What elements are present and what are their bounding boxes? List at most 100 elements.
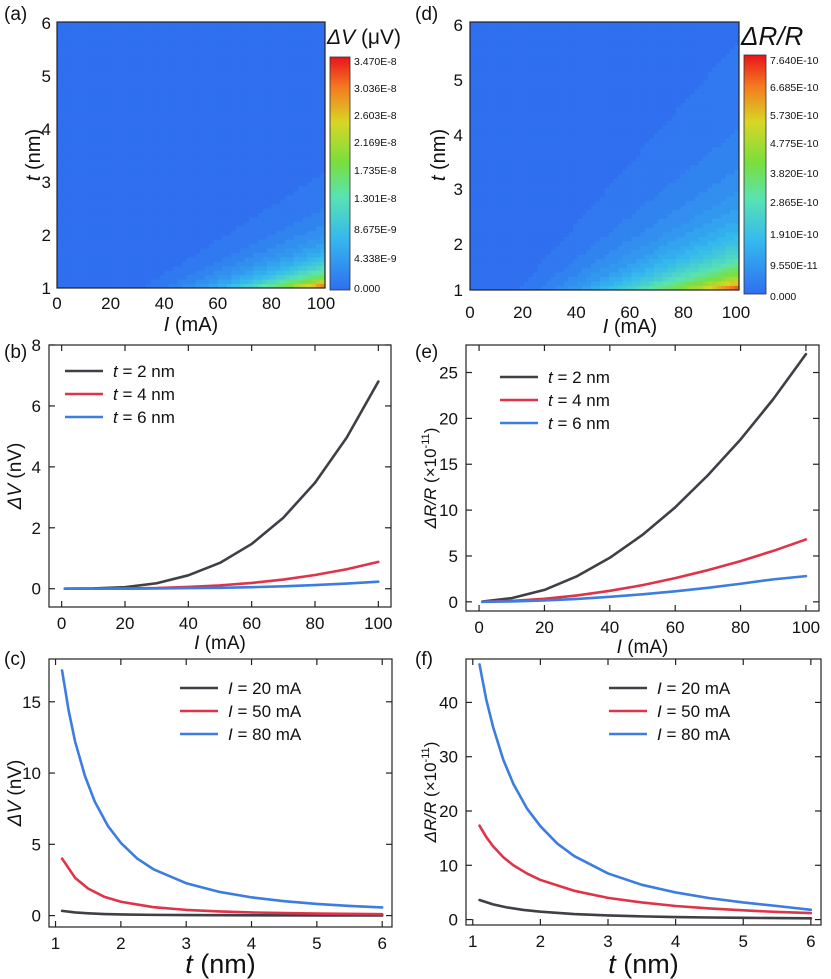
heatmap-cell <box>177 101 183 107</box>
heatmap-cell <box>61 283 67 289</box>
heatmap-cell <box>514 258 520 264</box>
heatmap-cell <box>235 177 241 182</box>
heatmap-cell <box>519 71 525 76</box>
heatmap-cell <box>514 97 520 103</box>
heatmap-cell <box>262 243 268 249</box>
heatmap-cell <box>550 138 556 143</box>
heatmap-cell <box>74 48 80 54</box>
heatmap-cell <box>164 212 170 218</box>
heatmap-cell <box>195 283 201 289</box>
heatmap-cell <box>487 191 493 197</box>
heatmap-cell <box>470 236 475 242</box>
heatmap-cell <box>217 261 223 267</box>
heatmap-cell <box>57 137 62 143</box>
heatmap-cell <box>141 274 147 280</box>
heatmap-cell <box>501 84 507 90</box>
heatmap-cell <box>478 80 484 85</box>
heatmap-cell <box>146 75 152 81</box>
heatmap-cell <box>555 111 561 117</box>
heatmap-cell <box>496 120 502 126</box>
heatmap-cell <box>541 84 547 90</box>
heatmap-cell <box>528 133 534 139</box>
heatmap-cell <box>97 155 103 160</box>
heatmap-cell <box>124 123 129 129</box>
heatmap-cell <box>173 239 178 245</box>
heatmap-cell <box>199 61 205 67</box>
heatmap-cell <box>253 110 259 116</box>
heatmap-cell <box>262 75 268 81</box>
heatmap-cell <box>92 92 98 98</box>
heatmap-cell <box>316 248 321 253</box>
heatmap-cell <box>470 133 475 139</box>
heatmap-cell <box>501 218 507 224</box>
heatmap-cell <box>204 22 210 27</box>
heatmap-cell <box>470 263 475 269</box>
heatmap-cell <box>311 181 317 187</box>
heatmap-cell <box>523 187 529 193</box>
heatmap-cell <box>298 123 304 129</box>
heatmap-cell <box>146 203 152 209</box>
heatmap-cell <box>235 194 241 200</box>
heatmap-cell <box>132 234 138 240</box>
heatmap-cell <box>307 203 312 209</box>
heatmap-cell <box>79 123 85 129</box>
heatmap-cell <box>505 245 511 251</box>
heatmap-cell <box>249 172 254 178</box>
heatmap-cell <box>191 274 196 280</box>
heatmap-cell <box>284 141 290 147</box>
heatmap-cell <box>505 93 511 99</box>
heatmap-cell <box>271 53 277 58</box>
heatmap-cell <box>275 79 281 85</box>
heatmap-cell <box>568 218 574 224</box>
heatmap-cell <box>101 119 107 125</box>
heatmap-cell <box>537 151 543 157</box>
heatmap-cell <box>57 194 62 200</box>
heatmap-cell <box>307 155 312 160</box>
heatmap-cell <box>240 217 245 222</box>
heatmap-cell <box>128 208 134 214</box>
heatmap-cell <box>528 22 534 27</box>
heatmap-cell <box>70 35 76 41</box>
heatmap-cell <box>307 172 312 178</box>
heatmap-cell <box>235 88 241 94</box>
heatmap-cell <box>307 110 312 116</box>
heatmap-cell <box>555 124 561 130</box>
heatmap-cell <box>159 22 165 27</box>
heatmap-cell <box>510 191 516 197</box>
heatmap-cell <box>115 132 120 138</box>
heatmap-cell <box>559 285 565 291</box>
heatmap-cell <box>70 194 76 200</box>
heatmap-cell <box>528 53 534 59</box>
heatmap-cell <box>168 137 174 143</box>
heatmap-cell <box>195 132 201 138</box>
heatmap-cell <box>146 48 152 54</box>
heatmap-cell <box>186 26 192 32</box>
heatmap-cell <box>307 66 312 72</box>
heatmap-cell <box>110 30 116 36</box>
heatmap-cell <box>316 110 321 116</box>
heatmap-cell <box>280 252 286 258</box>
heatmap-cell <box>213 225 219 231</box>
heatmap-cell <box>115 106 120 112</box>
heatmap-cell <box>487 223 493 228</box>
heatmap-cell <box>231 123 237 129</box>
heatmap-cell <box>164 119 170 125</box>
heatmap-cell <box>483 53 489 59</box>
heatmap-cell <box>150 150 156 156</box>
heatmap-cell <box>159 132 165 138</box>
heatmap-cell <box>226 168 232 174</box>
heatmap-cell <box>115 239 120 245</box>
heatmap-cell <box>564 53 570 59</box>
heatmap-cell <box>191 48 196 54</box>
heatmap-cell <box>159 101 165 107</box>
heatmap-cell <box>199 137 205 143</box>
heatmap-cell <box>164 163 170 169</box>
heatmap-cell <box>262 101 268 107</box>
heatmap-cell <box>83 97 89 103</box>
heatmap-cell <box>217 132 223 138</box>
heatmap-cell <box>106 279 111 284</box>
heatmap-cell <box>253 137 259 143</box>
heatmap-cell <box>280 221 286 227</box>
heatmap-cell <box>177 159 183 165</box>
heatmap-cell <box>307 181 312 187</box>
